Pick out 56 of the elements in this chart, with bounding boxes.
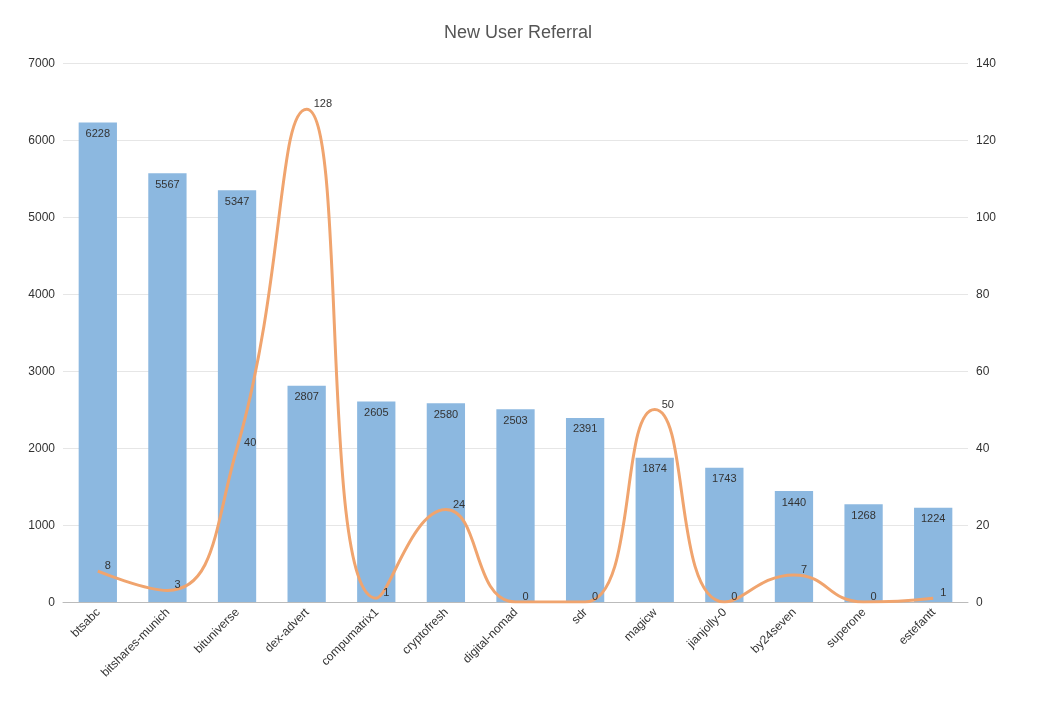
bar	[635, 457, 674, 602]
data-label: 0	[731, 590, 738, 602]
bar	[426, 403, 466, 602]
y-tick-label: 6000	[28, 133, 56, 147]
data-label: 2605	[364, 405, 389, 418]
bar	[78, 122, 117, 602]
bar	[565, 417, 605, 602]
y-tick-label: 1000	[28, 518, 56, 532]
y-tick-label: 2000	[28, 441, 56, 455]
y-tick-label: 0	[48, 595, 56, 609]
data-label: 2807	[294, 390, 319, 403]
x-tick-label: sdr	[568, 605, 591, 627]
data-label: 128	[313, 97, 333, 110]
data-label: 6228	[85, 126, 111, 139]
data-label: 1	[940, 586, 947, 599]
bar	[774, 491, 814, 602]
data-label: 1268	[851, 508, 876, 521]
data-label: 24	[452, 497, 466, 510]
y2-tick-label: 100	[976, 210, 997, 224]
y-tick-label: 7000	[28, 56, 56, 70]
data-label: 5347	[224, 194, 250, 207]
bar	[705, 467, 744, 602]
y2-tick-label: 0	[976, 595, 983, 609]
data-label: 0	[522, 590, 529, 602]
y2-tick-label: 80	[976, 287, 990, 301]
data-label: 2580	[433, 407, 459, 420]
data-label: 3	[174, 578, 181, 591]
data-label: 50	[661, 397, 674, 410]
bar	[217, 190, 257, 602]
y-tick-label: 5000	[28, 210, 56, 224]
bar	[287, 385, 326, 602]
chart-title: New User Referral	[443, 22, 593, 42]
data-label: 1440	[781, 495, 807, 508]
bar	[914, 507, 953, 602]
data-label: 5567	[155, 177, 180, 190]
bar	[496, 409, 535, 602]
y2-tick-label: 40	[976, 441, 990, 455]
y2-tick-label: 140	[976, 56, 997, 70]
data-label: 1874	[642, 462, 667, 475]
y2-tick-label: 120	[976, 133, 997, 147]
data-label: 1743	[712, 472, 737, 485]
data-label: 0	[870, 590, 877, 602]
data-label: 1224	[920, 512, 946, 525]
data-label: 40	[244, 436, 257, 448]
y2-tick-label: 20	[976, 518, 990, 532]
y2-tick-label: 60	[976, 364, 990, 378]
bar	[148, 173, 187, 602]
data-label: 2391	[572, 422, 598, 435]
bar	[844, 504, 883, 602]
data-label: 2503	[503, 413, 528, 426]
data-label: 1	[383, 586, 390, 599]
data-label: 7	[800, 563, 808, 576]
data-label: 8	[104, 559, 111, 572]
y-tick-label: 4000	[28, 287, 56, 301]
y-tick-label: 3000	[28, 364, 56, 378]
bar	[357, 401, 396, 602]
